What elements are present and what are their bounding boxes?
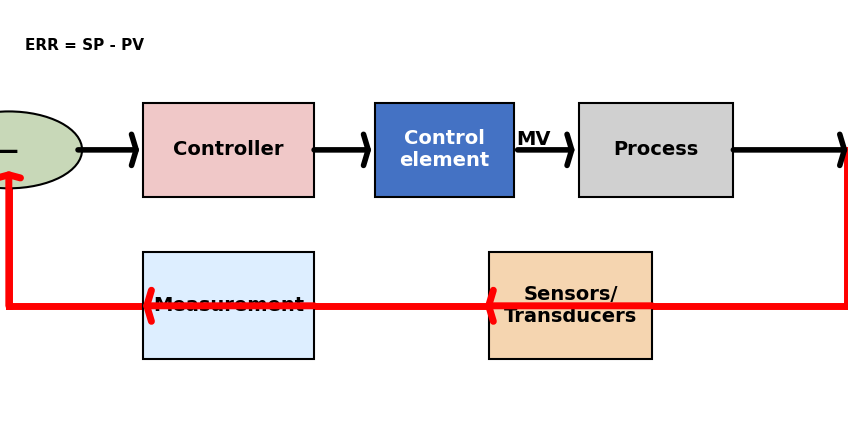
Text: Controller: Controller [173, 140, 284, 159]
FancyBboxPatch shape [375, 103, 514, 197]
Text: Sensors/
Transducers: Sensors/ Transducers [504, 285, 637, 326]
FancyBboxPatch shape [143, 252, 314, 359]
Circle shape [0, 111, 82, 188]
FancyBboxPatch shape [489, 252, 652, 359]
Text: Process: Process [613, 140, 699, 159]
FancyBboxPatch shape [578, 103, 734, 197]
Text: MV: MV [516, 129, 551, 149]
FancyBboxPatch shape [143, 103, 314, 197]
Text: Measurement: Measurement [153, 296, 304, 316]
Text: Control
element: Control element [399, 129, 489, 170]
Text: −: − [0, 138, 20, 166]
Text: ERR = SP - PV: ERR = SP - PV [25, 38, 144, 53]
